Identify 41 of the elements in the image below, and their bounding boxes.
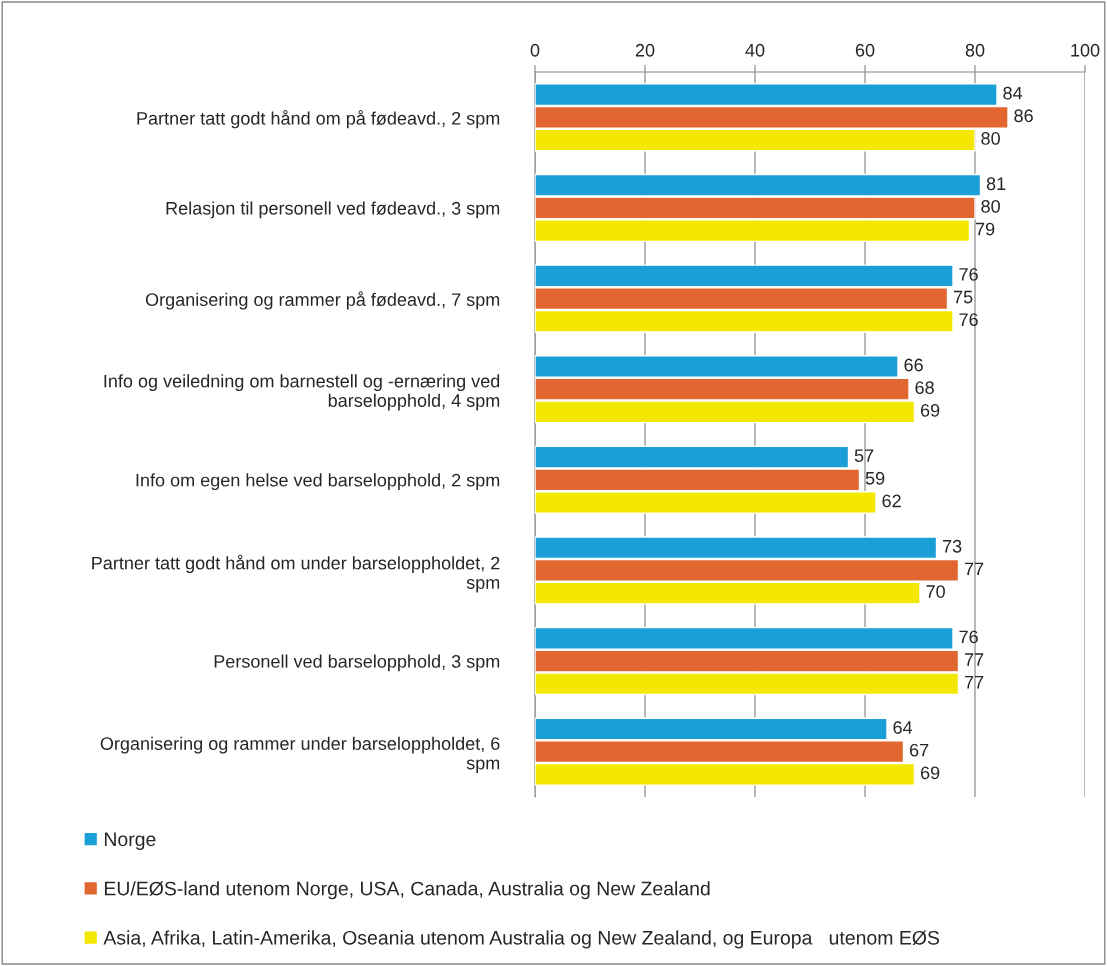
data-label: 77: [964, 562, 984, 576]
data-label: 76: [959, 267, 978, 281]
y-tick-label: Organisering og rammer under barseloppholdet, 6 spm: [100, 736, 500, 774]
data-label: 76: [959, 313, 978, 327]
data-label: 80: [981, 132, 1000, 145]
legend-label: Norge: [104, 832, 156, 851]
x-tick-label: 100: [1071, 43, 1100, 57]
data-label: 64: [893, 721, 913, 734]
y-tick-label: Relasjon til personell ved fødeavd., 3 spm: [166, 201, 500, 219]
data-label: 59: [865, 471, 885, 485]
data-label: 66: [904, 358, 923, 372]
data-label: 57: [854, 449, 874, 462]
x-tick-label: 60: [855, 43, 875, 57]
x-tick-label: 40: [745, 43, 765, 57]
data-label: 81: [986, 177, 1006, 191]
data-label: 79: [975, 222, 995, 236]
data-label: 68: [915, 381, 934, 395]
x-tick-label: 80: [965, 43, 985, 57]
x-tick-label: 20: [635, 43, 655, 57]
legend-label: EU/EØS-land utenom Norge, USA, Canada, Australia og New Zealand: [104, 881, 710, 900]
data-label: 73: [942, 539, 962, 553]
data-label: 77: [964, 675, 984, 689]
y-tick-label: Organisering og rammer på fødeavd., 7 spm: [145, 291, 500, 310]
data-label: 86: [1014, 109, 1033, 123]
data-label: 69: [920, 766, 940, 780]
y-tick-label: Info om egen helse ved barselopphold, 2 spm: [136, 473, 500, 491]
y-tick-label: Partner tatt godt hånd om på fødeavd., 2 spm: [137, 110, 500, 129]
data-label: 75: [953, 290, 973, 304]
x-tick-label: 0: [530, 43, 540, 57]
data-label: 80: [981, 200, 1000, 213]
data-label: 62: [882, 494, 901, 508]
data-label: 84: [1003, 86, 1023, 100]
legend-label: Asia, Afrika, Latin-Amerika, Oseania utenom Australia og New Zealand, og Europa utenom EØS: [103, 930, 940, 949]
data-label: 77: [964, 653, 984, 666]
y-tick-label: Info og veiledning om barnestell og -ernæring ved barselopphold, 4 spm: [104, 374, 500, 411]
y-tick-label: Personell ved barselopphold, 3 spm: [214, 654, 500, 672]
data-label: 76: [959, 630, 978, 644]
data-label: 70: [926, 585, 945, 598]
y-tick-label: Partner tatt godt hånd om under barseloppholdet, 2 spm: [92, 554, 500, 593]
data-label: 67: [909, 743, 929, 757]
data-label: 69: [920, 403, 940, 417]
